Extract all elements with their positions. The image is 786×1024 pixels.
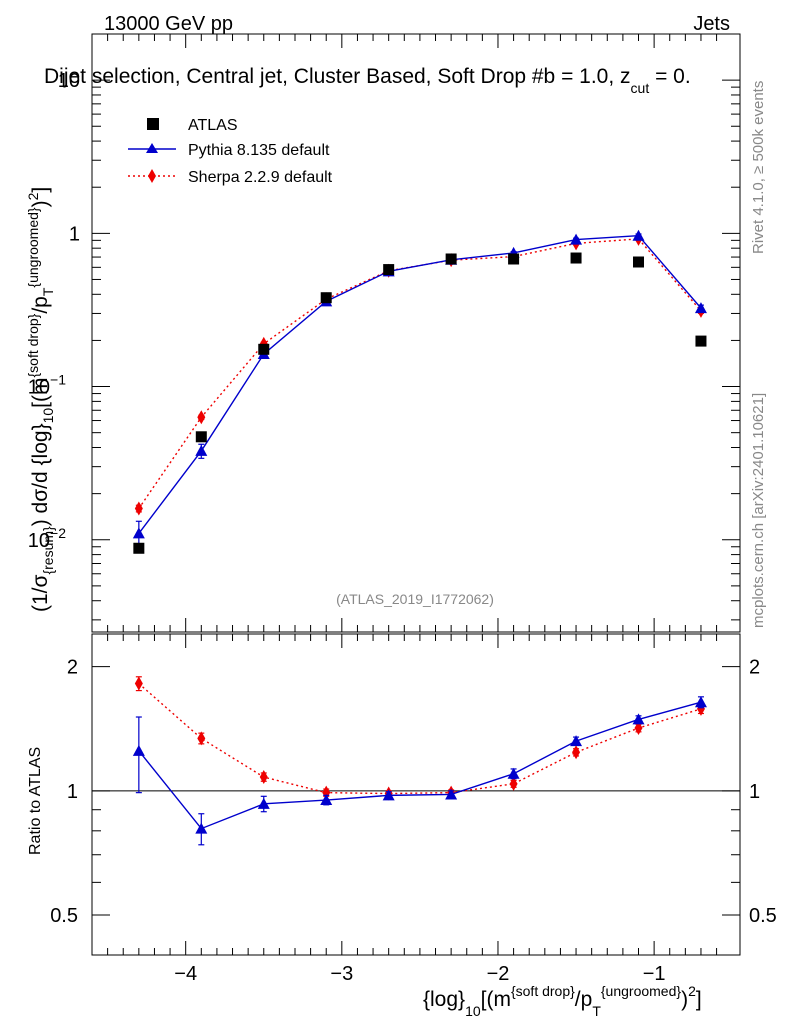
legend-sherpa-marker	[148, 169, 156, 183]
ratio-ytick-label-2: 2	[67, 657, 78, 679]
main-ytick-label-0.01: 10−2	[28, 525, 66, 552]
ratio-sherpa-point	[509, 776, 518, 791]
legend: ATLAS Pythia 8.135 default Sherpa 2.2.9 …	[128, 117, 333, 186]
ratio-pythia-point	[382, 789, 395, 801]
ratio-y-axis-title: Ratio to ATLAS	[27, 747, 44, 855]
header-right: Jets	[693, 13, 730, 35]
ratio-pythia-point	[694, 696, 707, 708]
ratio-sherpa-point	[259, 770, 268, 785]
main-ytick-label-10: 10	[58, 70, 80, 92]
ratio-sherpa-point	[572, 745, 581, 760]
main-atlas-point	[445, 253, 457, 265]
main-sherpa-point	[134, 501, 143, 516]
legend-atlas-label: ATLAS	[188, 117, 238, 134]
ratio-pythia-point	[257, 797, 270, 809]
ratio-pythia-line	[138, 701, 702, 830]
ratio-ytick-label-1-right: 1	[749, 781, 760, 803]
main-atlas-point	[258, 343, 270, 355]
ratio-sherpa-point	[322, 785, 331, 800]
main-atlas-point	[195, 431, 207, 443]
main-atlas-point	[133, 542, 145, 554]
side-mcplots-label: mcplots.cern.ch [arXiv:2401.10621]	[750, 393, 767, 628]
main-y-axis-title: (1/σ{resum}) dσ/d {log}10[(m{soft drop}/…	[25, 187, 56, 612]
ratio-ytick-label-1: 1	[67, 781, 78, 803]
main-atlas-point	[383, 264, 395, 276]
main-pythia-point	[132, 527, 145, 539]
xtick-label-minus4: −4	[174, 963, 197, 985]
main-atlas-point	[508, 253, 520, 265]
ratio-pythia-point	[570, 735, 583, 747]
header-left: 13000 GeV pp	[104, 13, 233, 35]
main-frame	[91, 33, 741, 633]
legend-pythia-label: Pythia 8.135 default	[188, 142, 330, 159]
x-axis-title: {log}10[(m{soft drop}/pT{ungroomed})2]	[423, 983, 702, 1019]
main-pythia-point	[195, 444, 208, 456]
legend-pythia-marker	[146, 143, 158, 153]
ratio-pythia-point	[632, 713, 645, 725]
side-rivet-label: Rivet 4.1.0, ≥ 500k events	[750, 81, 767, 254]
data-marks	[132, 229, 707, 846]
ratio-sherpa-point	[134, 676, 143, 691]
ratio-sherpa-point	[197, 731, 206, 746]
ratio-ytick-label-0.5-right: 0.5	[749, 905, 777, 927]
ratio-pythia-point	[320, 794, 333, 806]
main-pythia-point	[632, 229, 645, 241]
main-pythia-point	[570, 233, 583, 245]
main-atlas-point	[695, 335, 707, 347]
ratio-sherpa-point	[634, 721, 643, 736]
main-atlas-point	[570, 252, 582, 264]
main-ytick-label-1: 1	[69, 223, 80, 245]
main-atlas-point	[320, 292, 332, 304]
main-ytick-label-0.1: 10−1	[28, 372, 66, 399]
ratio-pythia-point	[195, 822, 208, 834]
plot-title: Dijet selection, Central jet, Cluster Ba…	[44, 65, 691, 96]
main-pythia-point	[694, 302, 707, 314]
reference-label: (ATLAS_2019_I1772062)	[336, 591, 494, 607]
ratio-pythia-point	[445, 788, 458, 800]
ratio-pythia-point	[132, 744, 145, 756]
main-sherpa-point	[197, 410, 206, 425]
main-atlas-point	[633, 256, 645, 268]
main-sherpa-line	[138, 238, 702, 509]
xtick-label-minus3: −3	[330, 963, 353, 985]
legend-atlas-marker	[147, 118, 159, 130]
legend-sherpa-label: Sherpa 2.2.9 default	[188, 169, 333, 186]
main-pythia-line	[138, 234, 702, 534]
ratio-ytick-label-0.5: 0.5	[50, 905, 78, 927]
ratio-frame	[91, 633, 741, 956]
ratio-ytick-label-2-right: 2	[749, 657, 760, 679]
xtick-label-minus2: −2	[487, 963, 510, 985]
xtick-label-minus1: −1	[643, 963, 666, 985]
ratio-sherpa-line	[138, 683, 702, 795]
ratio-pythia-point	[507, 767, 520, 779]
